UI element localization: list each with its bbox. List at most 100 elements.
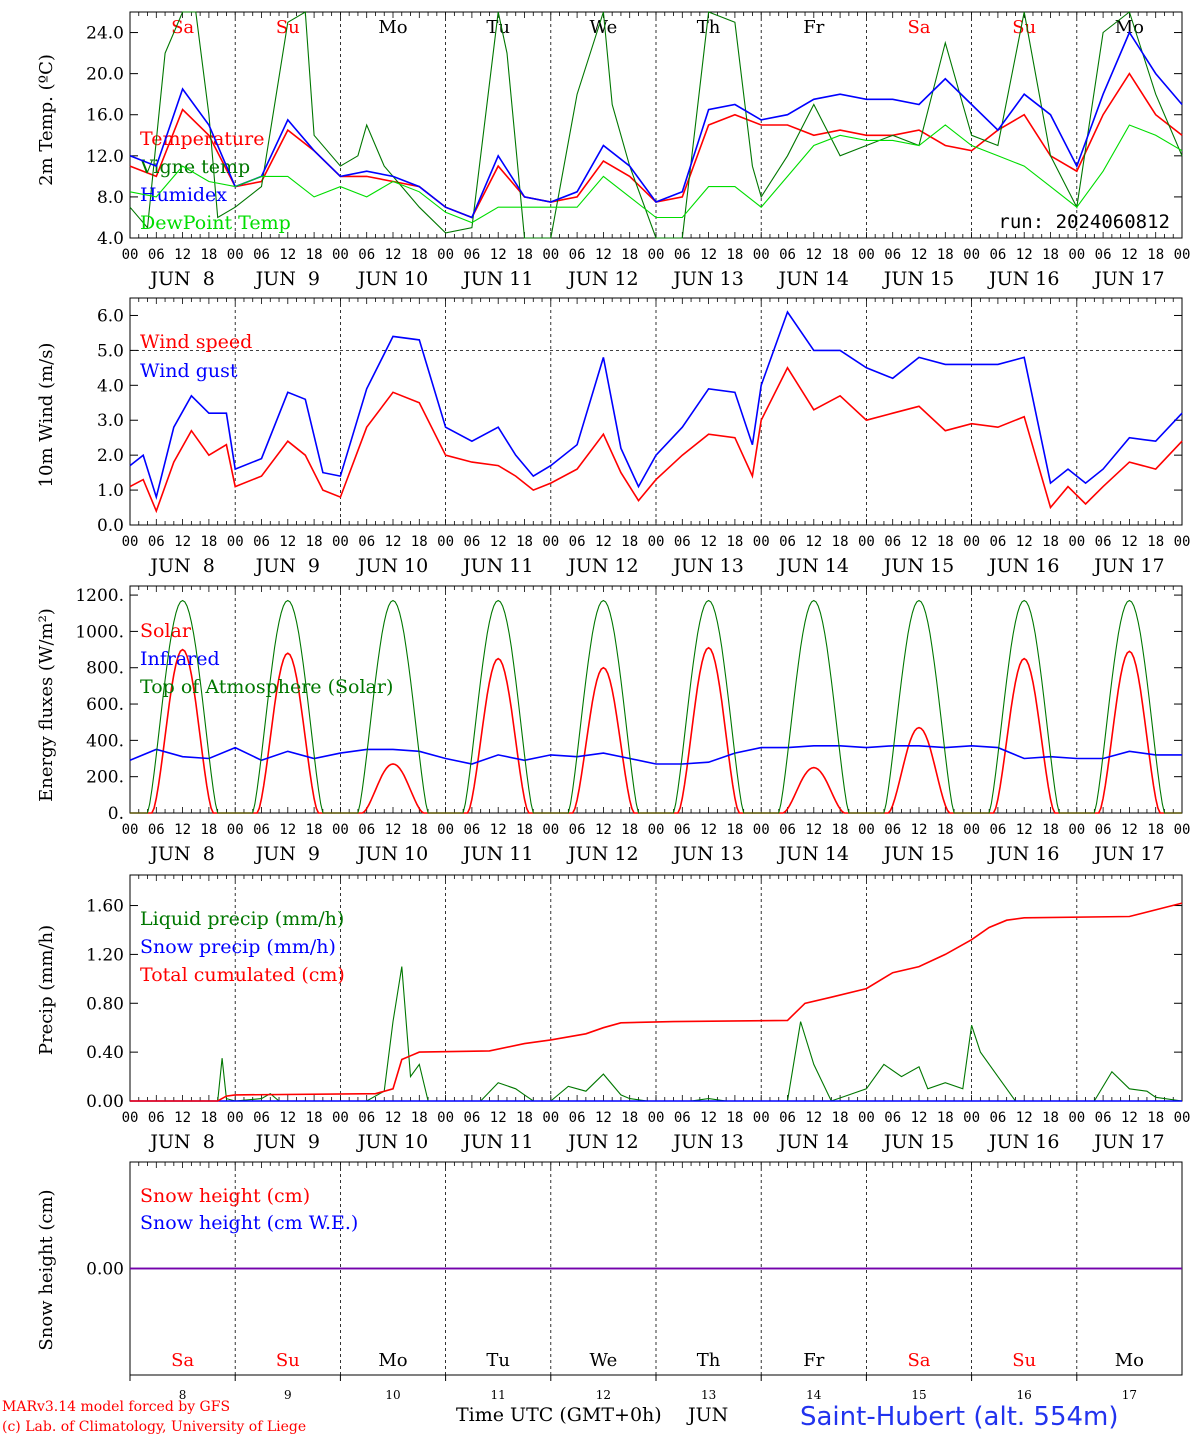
hour-tick-label: 18 [1042,822,1059,838]
hour-tick-label: 00 [332,1110,349,1126]
hour-tick-label: 00 [858,822,875,838]
date-label: JUN 13 [671,843,743,865]
hour-tick-label: 06 [463,534,480,550]
hour-tick-label: 18 [937,534,954,550]
hour-tick-label: 12 [174,534,191,550]
date-label: JUN 17 [1092,843,1164,865]
date-label: JUN 17 [1092,555,1164,577]
hour-tick-label: 06 [463,822,480,838]
hour-tick-label: 18 [832,534,849,550]
y-tick-label: 0.00 [86,1260,124,1280]
hour-tick-label: 00 [858,247,875,263]
day-of-week-label: Tu [486,1350,510,1371]
hour-tick-label: 06 [253,1110,270,1126]
hour-tick-label: 12 [1016,247,1033,263]
date-label: JUN 8 [148,843,214,865]
day-of-week-label: Fr [803,17,824,38]
hour-tick-label: 12 [911,1110,928,1126]
hour-tick-label: 18 [1042,534,1059,550]
y-axis-label: Energy fluxes (W/m²) [36,608,57,802]
chart-panel-5: 0.00 Snow height (cm) Sa Su Mo Tu We Th Fr Sa Su Mo… [36,1161,1183,1402]
hour-tick-label: 00 [1068,247,1085,263]
date-label: JUN 8 [148,268,214,290]
date-label: JUN 15 [882,843,954,865]
date-label: JUN 12 [566,268,638,290]
legend-entry: Total cumulated (cm) [140,964,345,986]
y-tick-label: 20.0 [86,65,124,85]
hour-tick-label: 00 [858,534,875,550]
hour-tick-label: 12 [805,1110,822,1126]
y-tick-label: 1200. [75,586,124,606]
hour-tick-label: 12 [385,822,402,838]
hour-tick-label: 18 [621,247,638,263]
date-label: JUN 13 [671,555,743,577]
day-number-label: 11 [491,1388,506,1402]
series-line-wind-gust [129,310,1183,501]
chart-panel-3: 0. 200. 400. 600. 800. 1000. 1200. Energy fluxe… [36,585,1191,865]
y-tick-label: 400. [86,731,124,751]
date-label: JUN 15 [882,268,954,290]
hour-tick-label: 00 [648,247,665,263]
hour-tick-label: 18 [516,534,533,550]
legend-entry: Vigne temp [139,156,250,178]
day-of-week-label: We [590,1350,618,1371]
hour-tick-label: 18 [200,822,217,838]
hour-tick-label: 00 [332,822,349,838]
date-label: JUN 11 [461,268,533,290]
date-label: JUN 8 [148,1131,214,1153]
day-number-label: 15 [911,1388,926,1402]
time-axis-label: Time UTC (GMT+0h) [456,1404,662,1426]
legend-entry: Solar [140,620,192,642]
day-of-week-label: Sa [907,1350,930,1371]
hour-tick-label: 06 [779,247,796,263]
hour-tick-label: 18 [411,822,428,838]
date-label: JUN 15 [882,1131,954,1153]
hour-tick-label: 00 [122,822,139,838]
hour-tick-label: 18 [726,1110,743,1126]
legend-entry: Wind gust [140,360,238,382]
hour-tick-label: 06 [1095,247,1112,263]
hour-tick-label: 18 [621,1110,638,1126]
hour-tick-label: 06 [674,247,691,263]
hour-tick-label: 18 [1042,1110,1059,1126]
hour-tick-label: 18 [1147,247,1164,263]
hour-tick-label: 12 [911,247,928,263]
hour-tick-label: 06 [569,822,586,838]
hour-tick-label: 12 [279,247,296,263]
hour-tick-label: 12 [174,1110,191,1126]
hour-tick-label: 18 [306,822,323,838]
hour-tick-label: 06 [358,1110,375,1126]
hour-tick-label: 00 [1174,822,1191,838]
hour-tick-label: 12 [385,534,402,550]
hour-tick-label: 00 [122,247,139,263]
hour-tick-label: 12 [490,247,507,263]
hour-tick-label: 06 [674,534,691,550]
hour-tick-label: 00 [437,247,454,263]
day-of-week-label: Sa [907,17,930,38]
hour-tick-label: 00 [1068,822,1085,838]
hour-tick-label: 00 [542,247,559,263]
hour-tick-label: 06 [779,1110,796,1126]
month-label: JUN [688,1404,729,1426]
day-number-label: 9 [284,1388,292,1402]
y-tick-label: 800. [86,659,124,679]
legend-entry: DewPoint Temp [140,212,291,234]
hour-tick-label: 00 [753,822,770,838]
date-label: JUN 10 [356,555,428,577]
chart-panel-1: 4.0 8.0 12.0 16.0 20.0 24.0 2m Temp. (ºC) Sa Su M… [36,11,1190,290]
y-tick-label: 0. [108,804,124,824]
day-number-label: 14 [806,1388,822,1402]
hour-tick-label: 06 [253,822,270,838]
date-label: JUN 17 [1092,1131,1164,1153]
day-number-label: 12 [596,1388,611,1402]
hour-tick-label: 18 [832,822,849,838]
hour-tick-label: 06 [358,534,375,550]
date-label: JUN 11 [461,555,533,577]
legend-entry: Temperature [140,128,264,150]
hour-tick-label: 06 [779,822,796,838]
hour-tick-label: 18 [832,247,849,263]
hour-tick-label: 12 [700,247,717,263]
hour-tick-label: 00 [542,822,559,838]
legend-entry: Top of Atmosphere (Solar) [140,676,393,698]
series-line-vigne-temp [129,11,1183,239]
